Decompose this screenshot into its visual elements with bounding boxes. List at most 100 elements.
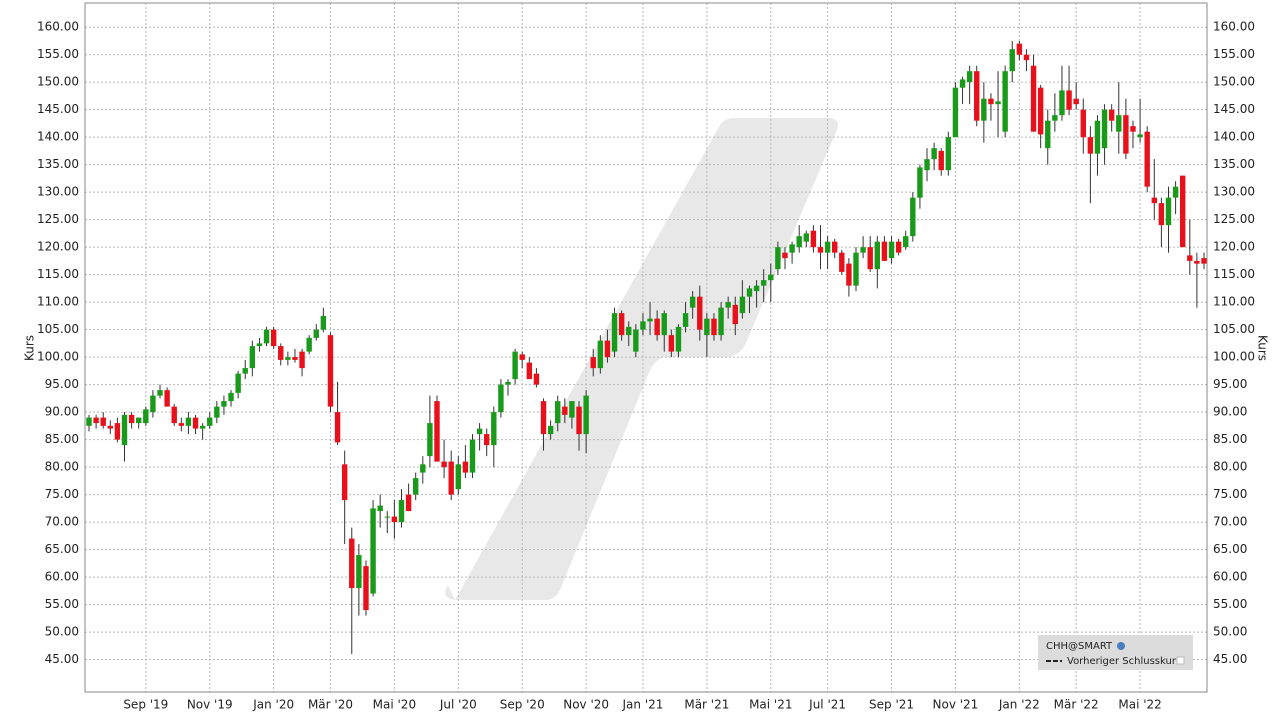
y2-tick-label: 145.00 (1213, 102, 1255, 116)
candle-body (1130, 126, 1136, 132)
candle-body (207, 417, 213, 426)
candle-body (121, 414, 128, 446)
candle-body (803, 233, 809, 242)
candle-body (285, 357, 291, 360)
candle-body (384, 516, 390, 518)
x-tick-label: Nov '20 (563, 698, 609, 712)
candle-body (405, 494, 412, 512)
candle-body (597, 340, 604, 369)
x-tick-label: Jul '20 (439, 698, 477, 712)
candle-body (1030, 65, 1037, 132)
x-tick-label: Mai '21 (749, 698, 792, 712)
candle-body (93, 417, 99, 424)
y-tick-label: 160.00 (37, 20, 79, 34)
candle-body (903, 236, 909, 248)
candle-body (391, 516, 398, 523)
candle-body (370, 508, 376, 594)
candle-body (1052, 115, 1058, 121)
y2-tick-label: 105.00 (1213, 322, 1255, 336)
legend-entry: CHH@SMART (1046, 641, 1113, 652)
x-tick-label: Mär '22 (1054, 698, 1099, 712)
candle-body (668, 335, 675, 352)
candle-body (753, 285, 760, 292)
candle-body (256, 343, 263, 347)
y-tick-label: 135.00 (37, 157, 79, 171)
y-tick-label: 55.00 (45, 597, 79, 611)
candle-body (910, 197, 916, 237)
candle-body (356, 555, 362, 589)
plot-area (85, 3, 1207, 692)
candle-body (1144, 131, 1150, 187)
candle-body (640, 321, 646, 330)
y2-tick-label: 75.00 (1213, 487, 1247, 501)
candle-body (1073, 98, 1079, 105)
candle-body (1137, 134, 1143, 138)
candle-body (974, 71, 980, 121)
candle-body (1194, 260, 1200, 264)
candle-body (782, 252, 788, 259)
candle-body (1179, 175, 1186, 248)
y-tick-label: 140.00 (37, 130, 79, 144)
candle-body (633, 329, 639, 352)
y-tick-label: 130.00 (37, 185, 79, 199)
candle-body (618, 313, 625, 336)
candle-body (711, 318, 717, 336)
candle-body (306, 337, 312, 352)
y2-tick-label: 70.00 (1213, 515, 1247, 529)
y-tick-label: 155.00 (37, 47, 79, 61)
candle-body (718, 307, 724, 336)
y2-tick-label: 110.00 (1213, 295, 1255, 309)
candle-body (185, 417, 192, 426)
y-tick-label: 105.00 (37, 322, 79, 336)
candle-body (1187, 255, 1193, 261)
y2-tick-label: 85.00 (1213, 432, 1247, 446)
legend-checkbox[interactable] (1176, 656, 1185, 665)
y2-axis-title: Kurs (1256, 335, 1270, 361)
y2-tick-label: 90.00 (1213, 405, 1247, 419)
y-tick-label: 125.00 (37, 212, 79, 226)
candle-body (462, 461, 469, 473)
y-tick-label: 70.00 (45, 515, 79, 529)
candle-body (249, 346, 256, 369)
y2-tick-label: 160.00 (1213, 20, 1255, 34)
candle-body (334, 412, 341, 443)
candle-body (441, 461, 447, 468)
candle-body (526, 362, 533, 380)
candle-body (988, 98, 994, 105)
candle-body (1116, 115, 1122, 132)
y2-tick-label: 60.00 (1213, 570, 1247, 584)
x-tick-label: Nov '21 (933, 698, 979, 712)
candle-body (292, 357, 298, 360)
candle-body (562, 406, 568, 415)
candle-body (945, 137, 952, 171)
candle-body (505, 381, 511, 385)
candle-body (874, 241, 881, 270)
candle-body (263, 329, 270, 344)
legend-icon (1117, 642, 1125, 650)
candle-body (1080, 109, 1086, 138)
candle-body (1045, 120, 1051, 149)
y-tick-label: 75.00 (45, 487, 79, 501)
y-tick-label: 120.00 (37, 240, 79, 254)
candle-body (540, 401, 547, 435)
candle-body (682, 313, 689, 327)
candle-body (299, 351, 305, 369)
candle-body (377, 505, 383, 512)
candle-body (1066, 90, 1072, 110)
candle-body (512, 351, 518, 380)
candle-body (221, 401, 227, 407)
candle-body (476, 428, 483, 435)
candle-body (995, 101, 1001, 105)
candle-body (725, 302, 731, 308)
candle-body (1201, 258, 1207, 264)
candle-body (739, 296, 746, 314)
x-tick-label: Sep '19 (123, 698, 168, 712)
candle-body (867, 247, 873, 270)
candle-body (760, 280, 767, 286)
y-tick-label: 115.00 (37, 267, 79, 281)
candle-body (959, 79, 966, 88)
candle-body (810, 230, 817, 248)
y-tick-label: 90.00 (45, 405, 79, 419)
y2-tick-label: 80.00 (1213, 460, 1247, 474)
